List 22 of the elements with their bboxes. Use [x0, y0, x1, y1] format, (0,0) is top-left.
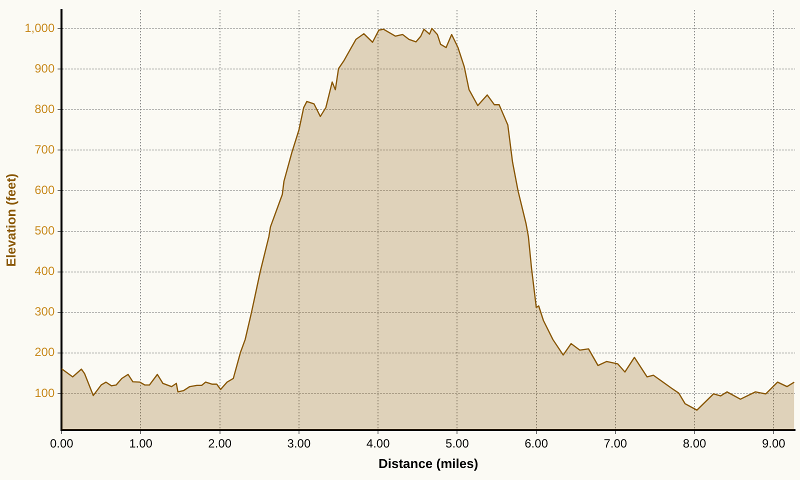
- y-tick-label: 100: [34, 386, 55, 400]
- x-tick-label: 7.00: [604, 436, 628, 451]
- x-tick-label: 5.00: [446, 436, 470, 451]
- x-tick-label: 1.00: [129, 436, 153, 451]
- x-tick-label: 6.00: [524, 436, 548, 451]
- y-tick-label: 200: [34, 345, 55, 360]
- y-tick-label: 600: [34, 183, 55, 198]
- y-axis-title: Elevation (feet): [3, 174, 18, 267]
- x-tick-label: 0.00: [50, 436, 74, 451]
- y-tick-label: 500: [34, 224, 55, 238]
- x-tick-label: 3.00: [287, 436, 311, 451]
- y-tick-label: 300: [34, 304, 55, 319]
- y-tick-label: 800: [34, 102, 55, 116]
- x-tick-label: 9.00: [762, 436, 786, 451]
- y-tick-label: 1,000: [24, 20, 55, 35]
- y-tick-label: 700: [34, 142, 55, 156]
- y-tick-label: 400: [34, 264, 55, 278]
- x-tick-label: 8.00: [682, 436, 707, 451]
- x-tick-label: 2.00: [208, 436, 232, 451]
- x-axis-title: Distance (miles): [378, 456, 478, 471]
- x-tick-label: 4.00: [366, 436, 390, 451]
- y-tick-label: 900: [34, 61, 55, 76]
